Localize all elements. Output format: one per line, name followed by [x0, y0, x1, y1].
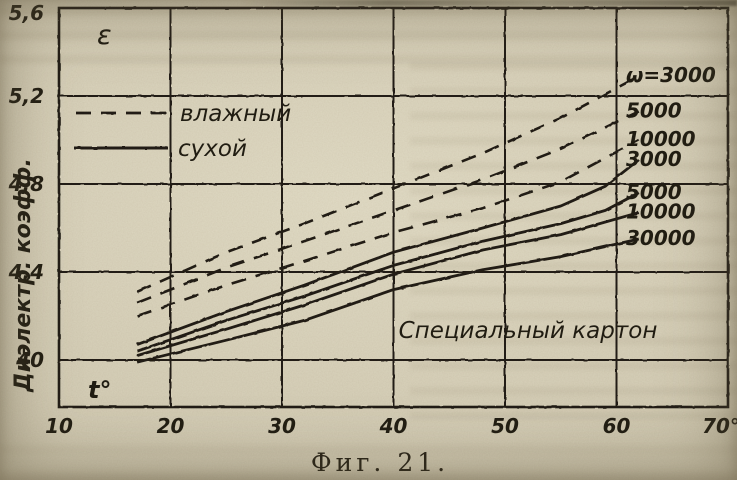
x-tick-label-30: 30	[268, 414, 296, 438]
curve-сухой-3000	[136, 158, 640, 346]
x-tick-label-60: 60	[603, 414, 631, 438]
y-tick-label-5,2: 5,2	[9, 84, 44, 108]
legend-label-vlazhny: влажный	[180, 101, 291, 127]
curve-label-влажный-5000: 5000	[626, 98, 682, 122]
curve-label-сухой-3000: 3000	[626, 147, 682, 171]
x-tick-label-40: 40	[379, 414, 408, 438]
x-tick-label-10: 10	[45, 414, 73, 438]
legend-label-sukhoy: сухой	[178, 136, 247, 162]
y-tick-label-5,6: 5,6	[9, 1, 45, 25]
curve-label-сухой-30000: 30000	[626, 226, 696, 250]
curve-label-сухой-10000: 10000	[626, 200, 696, 224]
curve-label-влажный-3000: ω=3000	[626, 63, 716, 87]
curve-влажный-10000	[136, 138, 640, 318]
x-tick-label-20: 20	[157, 414, 185, 438]
y-axis-title: Диэлектр. коэфф.	[11, 158, 36, 393]
epsilon-symbol: ε	[97, 20, 112, 51]
x-tick-label-50: 50	[491, 414, 519, 438]
figure-caption: Фиг. 21.	[310, 448, 450, 477]
t-degree-symbol: t°	[88, 376, 111, 404]
material-label: Специальный картон	[399, 318, 658, 344]
x-tick-label-70: 70°	[702, 414, 737, 438]
